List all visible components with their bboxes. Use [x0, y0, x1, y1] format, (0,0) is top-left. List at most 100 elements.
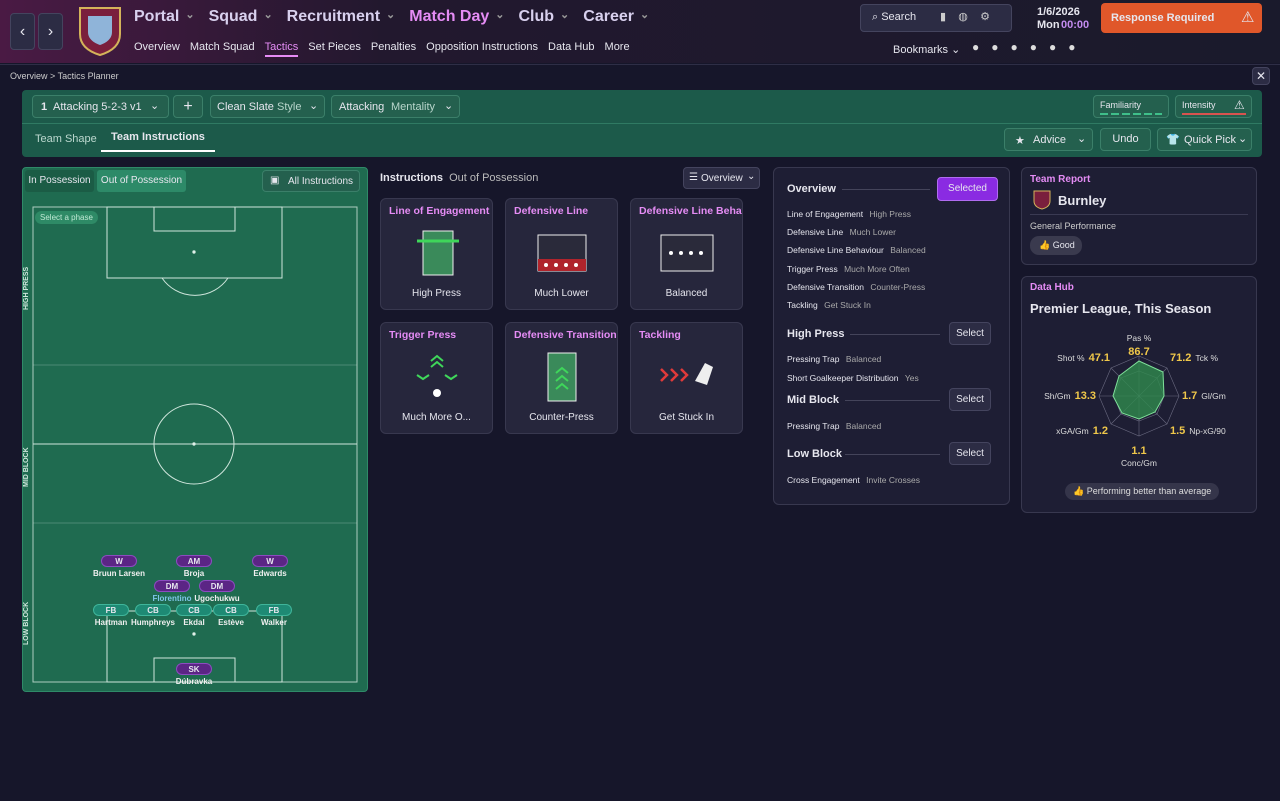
player-position[interactable]: DM	[199, 580, 235, 592]
forward-button[interactable]: ›	[38, 13, 63, 50]
breadcrumb: Overview > Tactics Planner	[10, 71, 119, 81]
row-label: Line of Engagement	[787, 209, 864, 219]
summary-badge: 👍 Performing better than average	[1065, 483, 1220, 500]
card-value: Much More O...	[402, 412, 471, 423]
submenu-item[interactable]: Data Hub	[548, 41, 595, 53]
stat-label: Np-xG/90	[1189, 426, 1226, 436]
stat-value: 13.3	[1074, 390, 1096, 402]
selected-button[interactable]: Selected	[937, 177, 998, 201]
icon	[416, 354, 458, 397]
undo-button[interactable]: Undo	[1100, 128, 1151, 151]
row-value: Balanced	[845, 421, 882, 431]
intensity[interactable]: Intensity ⚠	[1175, 95, 1252, 118]
familiarity[interactable]: Familiarity	[1093, 95, 1169, 118]
bookmarks-label: Bookmarks	[893, 44, 949, 56]
overview-row: Defensive Line Behaviour Balanced	[787, 245, 926, 255]
player-position[interactable]: CB	[176, 604, 212, 616]
bookmarks[interactable]: Bookmarks ⌄	[893, 44, 961, 56]
data-hub-title: Data Hub	[1030, 282, 1074, 293]
player-position[interactable]: W	[101, 555, 137, 567]
quick-icons[interactable]: ●●●●●●	[972, 40, 1088, 54]
divider	[845, 400, 940, 401]
close-button[interactable]: ✕	[1252, 67, 1270, 85]
player-name: Broja	[183, 569, 205, 578]
player-position[interactable]: W	[252, 555, 288, 567]
club-crest[interactable]	[78, 6, 122, 56]
style-select[interactable]: Clean Slate Style ⌄	[210, 95, 325, 118]
card-title: Defensive Transition	[514, 329, 617, 341]
submenu-item[interactable]: Tactics	[264, 41, 299, 57]
card-icon	[659, 351, 715, 408]
player-position[interactable]: SK	[176, 663, 212, 675]
stat-value: 1.5	[1170, 425, 1186, 437]
overview-row: Pressing Trap Balanced	[787, 421, 881, 431]
response-button[interactable]: Response Required ⚠	[1101, 3, 1262, 33]
select-button[interactable]: Select	[949, 442, 991, 465]
all-instructions[interactable]: ▣ All Instructions	[262, 170, 360, 192]
card-value: Much Lower	[534, 288, 589, 299]
stat-label: Pas %	[1126, 333, 1152, 343]
toggle[interactable]: In Possession	[25, 170, 94, 192]
instruction-card[interactable]: Defensive Line Behavic Balanced	[630, 198, 743, 310]
player-position[interactable]: FB	[256, 604, 292, 616]
overview-row: Defensive Line Much Lower	[787, 227, 896, 237]
menu-item[interactable]: Career	[583, 8, 634, 25]
stat-value: 1.7	[1182, 390, 1198, 402]
select-button[interactable]: Select	[949, 322, 991, 345]
submenu-item[interactable]: Set Pieces	[308, 41, 361, 53]
mentality-select[interactable]: Attacking Mentality ⌄	[331, 95, 460, 118]
quick-pick-button[interactable]: 👕 Quick Pick ⌄	[1157, 128, 1252, 151]
time: 00:00	[1061, 19, 1090, 31]
menu-item[interactable]: Squad	[208, 8, 258, 25]
player-position[interactable]: FB	[93, 604, 129, 616]
tab-active[interactable]: Team Instructions	[101, 131, 215, 152]
breadcrumb-item[interactable]: Overview	[10, 71, 48, 81]
zone-label[interactable]: HIGH PRESS	[23, 266, 30, 310]
toolbar-icons[interactable]: ▮ ◍ ⚙	[940, 11, 990, 23]
instruction-card[interactable]: Line of Engagement High Press	[380, 198, 493, 310]
row-label: Trigger Press	[787, 263, 838, 274]
overview-row: Defensive Transition Counter-Press	[787, 282, 925, 292]
advice-button[interactable]: ★ Advice ⌄	[1004, 128, 1093, 151]
tactic-select[interactable]: 1 Attacking 5-2-3 v1 ⌄	[32, 95, 169, 118]
menu-item[interactable]: Club	[518, 8, 555, 25]
submenu-item[interactable]: Match Squad	[189, 41, 255, 53]
instruction-card[interactable]: Defensive Transition Counter-Press	[505, 322, 618, 434]
select-button[interactable]: Select	[949, 388, 991, 411]
instructions-subtitle: Out of Possession	[449, 172, 539, 184]
zone-label[interactable]: LOW BLOCK	[23, 601, 30, 645]
submenu-item[interactable]: More	[604, 41, 630, 53]
phase-hint[interactable]: Select a phase	[35, 211, 98, 224]
menu-item[interactable]: Recruitment	[286, 8, 381, 25]
search-button[interactable]: ⌕ Search	[872, 11, 917, 23]
row-label: Pressing Trap	[787, 354, 840, 364]
day: Mon	[1037, 19, 1060, 31]
row-label: Defensive Transition	[787, 281, 865, 292]
menu-item[interactable]: Match Day	[409, 8, 490, 25]
row-label: Tackling	[787, 300, 818, 310]
menu-item[interactable]: Portal	[134, 8, 180, 25]
instruction-card[interactable]: Trigger Press Much More O...	[380, 322, 493, 434]
breadcrumb-item: Tactics Planner	[57, 71, 119, 81]
submenu-item[interactable]: Overview	[134, 41, 180, 53]
quick-pick-label: Quick Pick	[1184, 134, 1236, 146]
instruction-card[interactable]: Tackling Get Stuck In	[630, 322, 743, 434]
submenu-item[interactable]: Opposition Instructions	[426, 41, 539, 53]
player-position[interactable]: DM	[154, 580, 190, 592]
advice-label: Advice	[1033, 134, 1067, 146]
data-hub-subtitle: Premier League, This Season	[1030, 301, 1212, 316]
view-select[interactable]: ☰ Overview ⌄	[683, 167, 760, 189]
player-position[interactable]: CB	[135, 604, 171, 616]
add-tactic[interactable]: +	[173, 95, 203, 118]
tab[interactable]: Team Shape	[35, 133, 97, 145]
submenu-item[interactable]: Penalties	[370, 41, 417, 53]
player-position[interactable]: AM	[176, 555, 212, 567]
player-position[interactable]: CB	[213, 604, 249, 616]
zone-label[interactable]: MID BLOCK	[23, 447, 30, 487]
instruction-card[interactable]: Defensive Line Much Lower	[505, 198, 618, 310]
search-label: Search	[881, 11, 917, 23]
toggle-active[interactable]: Out of Possession	[97, 170, 186, 192]
back-button[interactable]: ‹	[10, 13, 35, 50]
all-instructions-label: All Instructions	[288, 176, 354, 187]
